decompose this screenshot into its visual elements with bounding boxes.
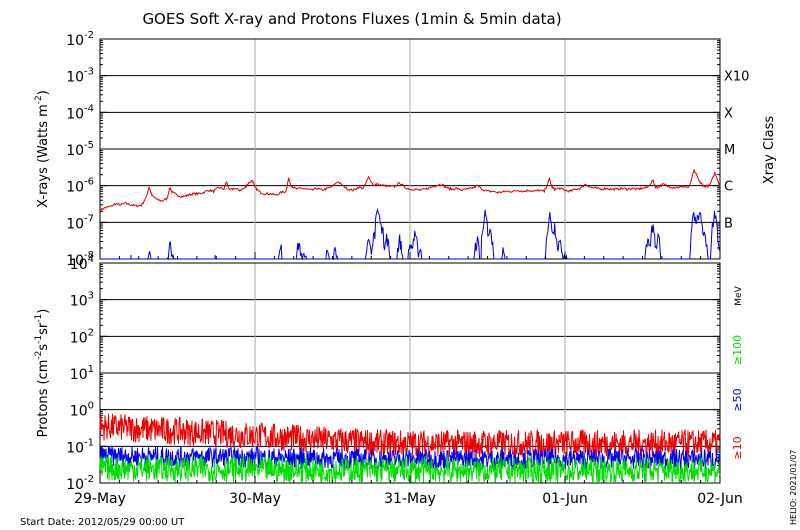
proton-legend-label: ≥10 <box>731 436 744 459</box>
x-tick-label: 01-Jun <box>542 491 588 507</box>
xray-class-label: X <box>724 106 733 121</box>
proton-series-1 <box>99 445 721 471</box>
start-date-label: Start Date: 2012/05/29 00:00 UT <box>20 517 185 528</box>
x-tick-label: 02-Jun <box>697 491 743 507</box>
proton-ytick-label: 100 <box>70 401 94 420</box>
proton-ytick-label: 102 <box>70 327 94 346</box>
xray-class-label: X10 <box>724 70 749 85</box>
x-tick-label: 30-May <box>229 491 281 507</box>
xray-ytick-label: 10-3 <box>66 67 94 86</box>
credit-label: HELIO: 2021/01/07 <box>789 450 798 525</box>
proton-series-0 <box>99 413 721 459</box>
proton-ytick-label: 10-1 <box>66 437 94 456</box>
xray-class-label: M <box>724 143 735 158</box>
proton-y-axis-label: Protons (cm-2s-1sr-1) <box>34 309 51 438</box>
xray-short-series <box>100 207 720 261</box>
xray-class-label: B <box>724 216 733 231</box>
proton-legend-label: ≥100 <box>731 335 744 365</box>
xray-ytick-label: 10-4 <box>66 103 94 122</box>
proton-ytick-label: 103 <box>70 291 94 310</box>
proton-panel: 10-2 10-1 100 101 102 103 104 ≥100 ≥50 ≥10 MeV Prot… <box>34 254 744 493</box>
proton-ytick-label: 101 <box>70 364 94 383</box>
x-tick-label: 31-May <box>384 491 436 507</box>
xray-ytick-label: 10-5 <box>66 140 94 159</box>
xray-y-axis-label: X-rays (Watts m-2) <box>34 90 51 208</box>
xray-ytick-label: 10-8 <box>66 250 94 269</box>
proton-unit-label: MeV <box>734 285 744 305</box>
x-axis: 29-May 30-May 31-May 01-Jun 02-Jun <box>74 252 743 507</box>
proton-ytick-label: 104 <box>70 254 94 273</box>
xray-ytick-label: 10-2 <box>66 30 94 49</box>
proton-series-2 <box>99 455 721 484</box>
xray-panel: 10-8 10-7 10-6 10-5 10-4 10-3 10-2 B C M X X10 Xray … <box>34 30 777 269</box>
xray-class-axis-label: Xray Class <box>762 116 777 184</box>
xray-class-label: C <box>724 180 733 195</box>
proton-legend-label: ≥50 <box>731 388 744 411</box>
xray-ytick-label: 10-6 <box>66 177 94 196</box>
xray-long-series <box>99 169 721 212</box>
chart-title: GOES Soft X-ray and Protons Fluxes (1min… <box>142 10 561 28</box>
proton-ytick-label: 10-2 <box>66 474 94 493</box>
xray-ytick-label: 10-7 <box>66 213 94 232</box>
x-tick-label: 29-May <box>74 491 126 507</box>
